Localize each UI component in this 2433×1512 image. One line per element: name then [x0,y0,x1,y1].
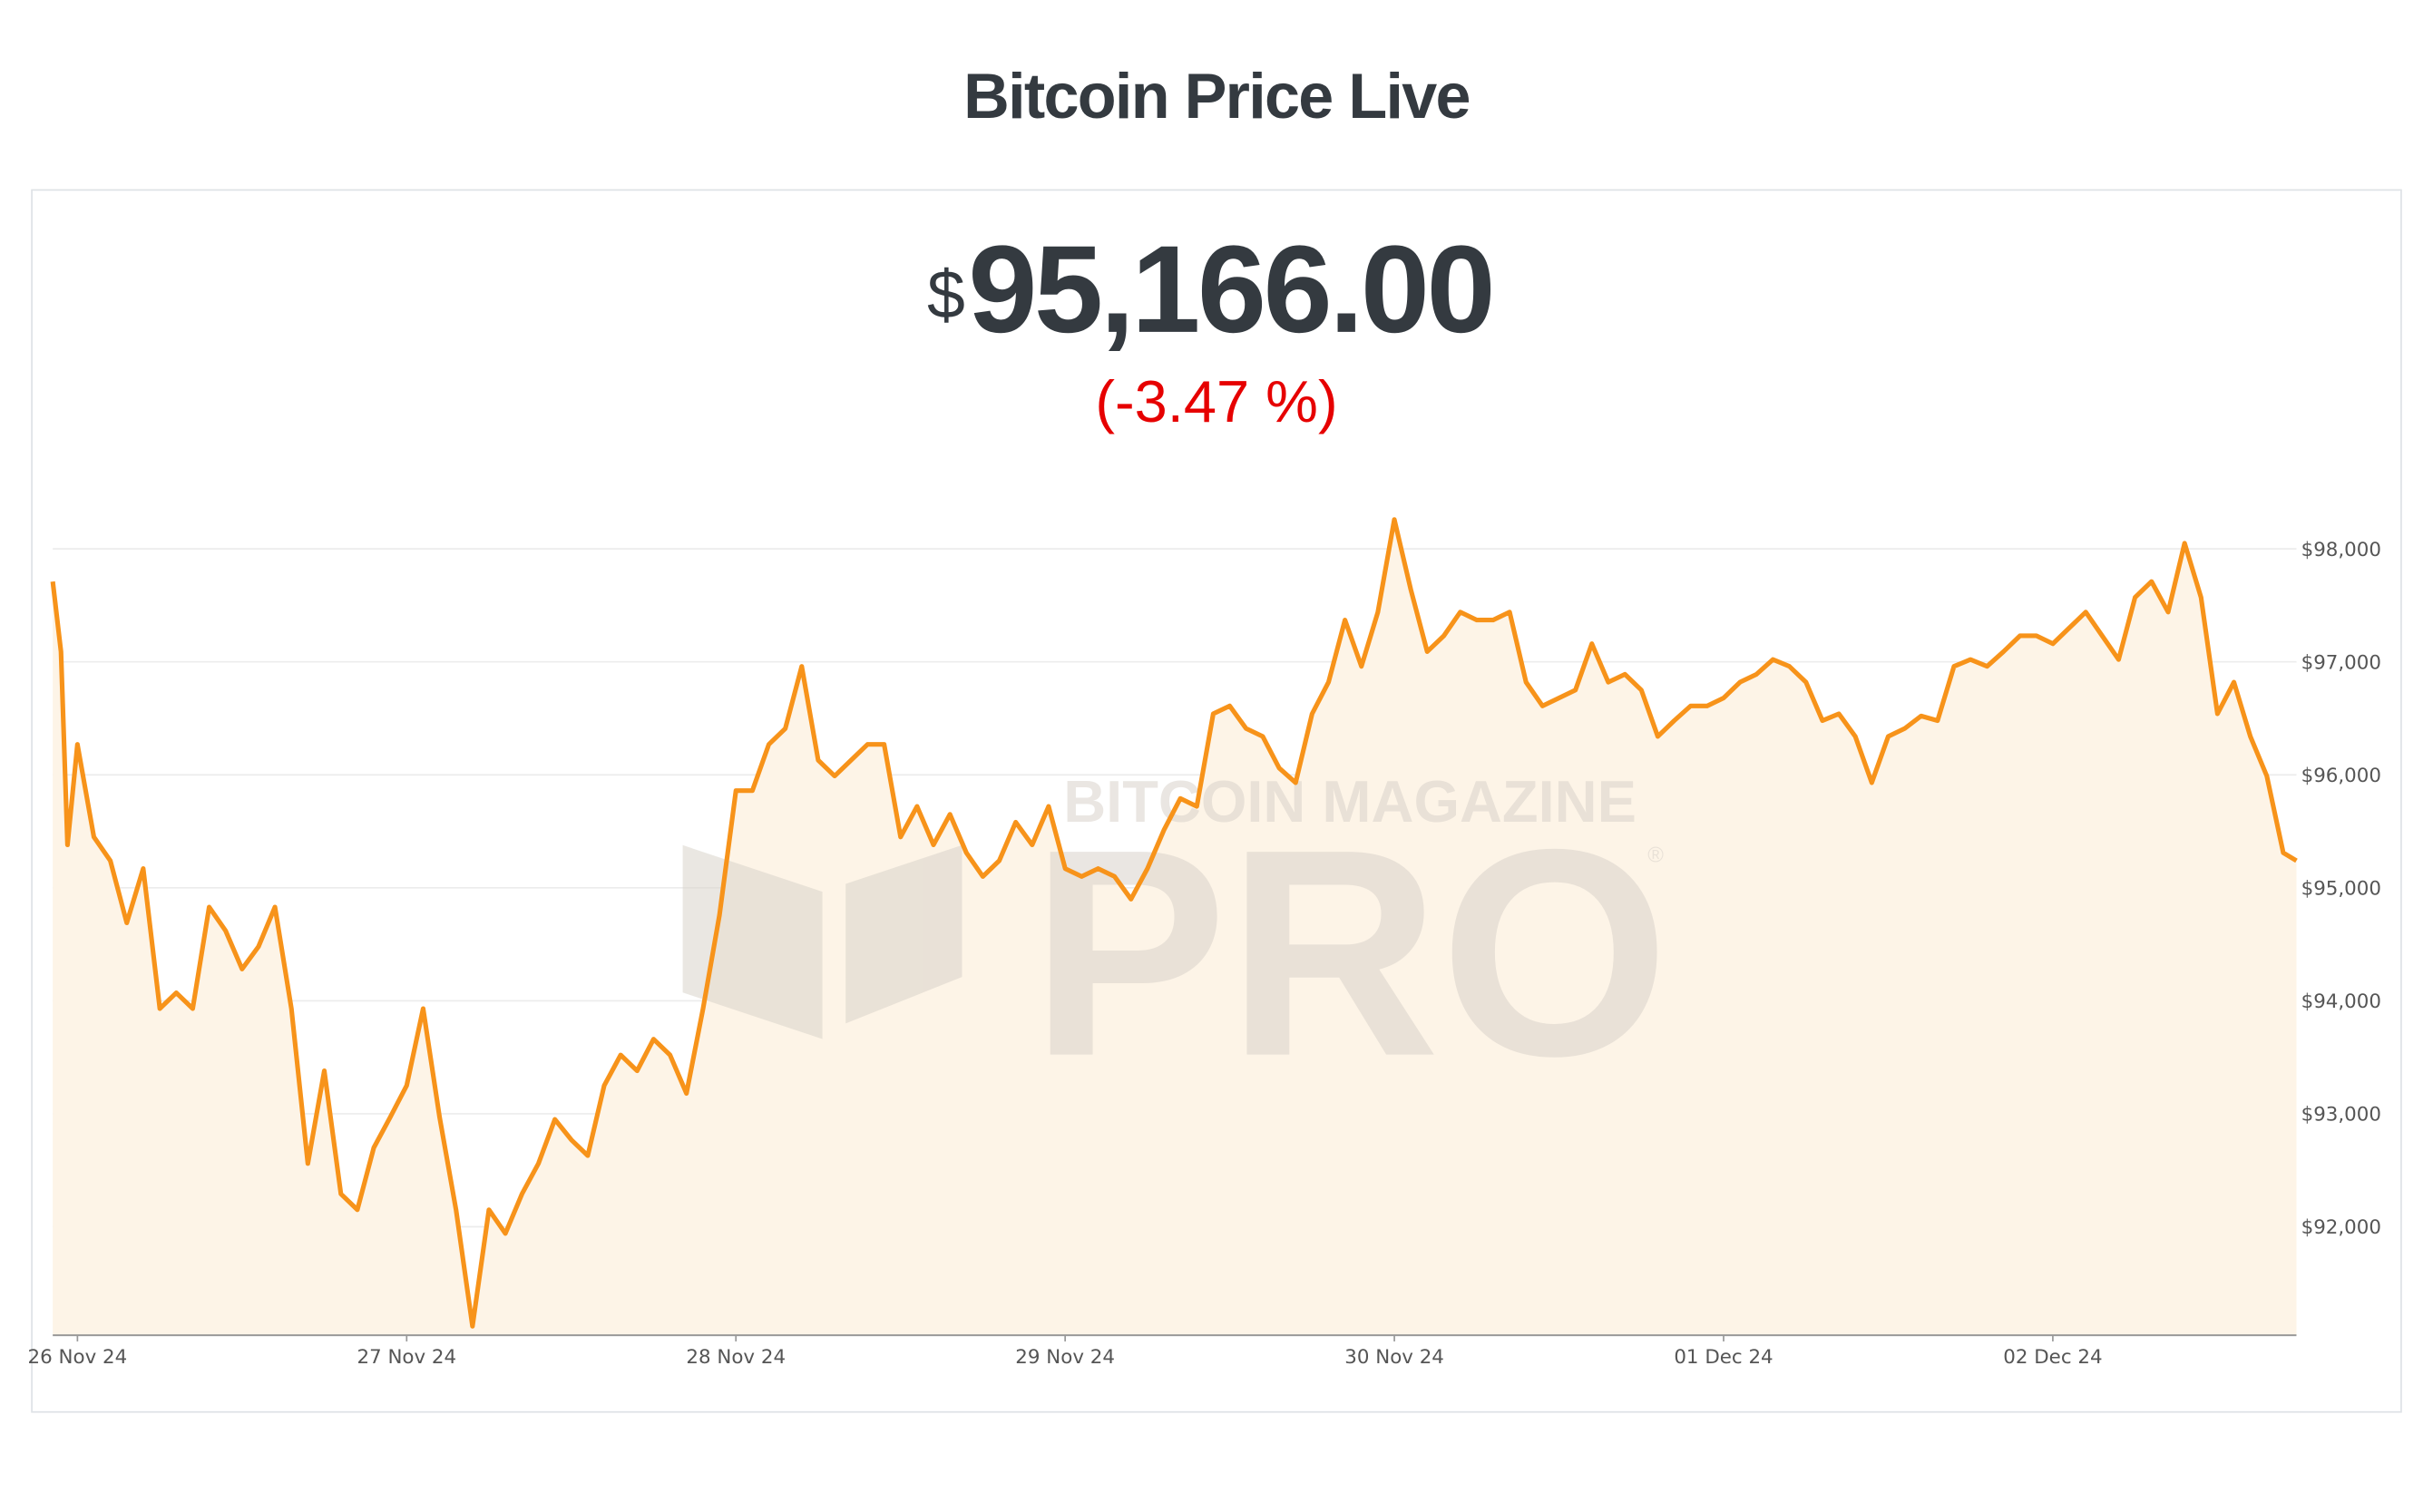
price-line [50,517,2298,1329]
y-tick-label: $93,000 [2301,1104,2381,1127]
watermark-logo [682,844,962,1039]
y-tick-label: $97,000 [2301,651,2381,674]
x-tick-label: 29 Nov 24 [1015,1346,1115,1369]
price-symbol: $ [927,257,965,333]
x-tick-label: 30 Nov 24 [1344,1346,1444,1369]
price-change: (-3.47 %) [1095,368,1337,434]
y-tick-label: $98,000 [2301,539,2381,561]
x-tick-label: 28 Nov 24 [686,1346,786,1369]
y-tick-label: $95,000 [2301,878,2381,901]
x-tick-label: 02 Dec 24 [2003,1346,2102,1369]
page-title: Bitcoin Price Live [963,61,1470,132]
x-tick-label: 01 Dec 24 [1674,1346,1773,1369]
area [53,519,2297,1336]
y-tick-label: $96,000 [2301,765,2381,787]
watermark-mark: ® [1647,844,1664,868]
y-tick-label: $92,000 [2301,1216,2381,1239]
x-tick-label: 27 Nov 24 [357,1346,456,1369]
x-tick-label: 26 Nov 24 [28,1346,128,1369]
y-tick-label: $94,000 [2301,990,2381,1013]
price: 95,166.00 [968,219,1492,358]
chart: $92,000 $93,000 $94,000 $95,000 $96,000 $97,0… [28,517,2381,1369]
watermark-main: PRO [1031,788,1669,1117]
watermark-top: BITCOIN MAGAZINE [1063,768,1637,834]
